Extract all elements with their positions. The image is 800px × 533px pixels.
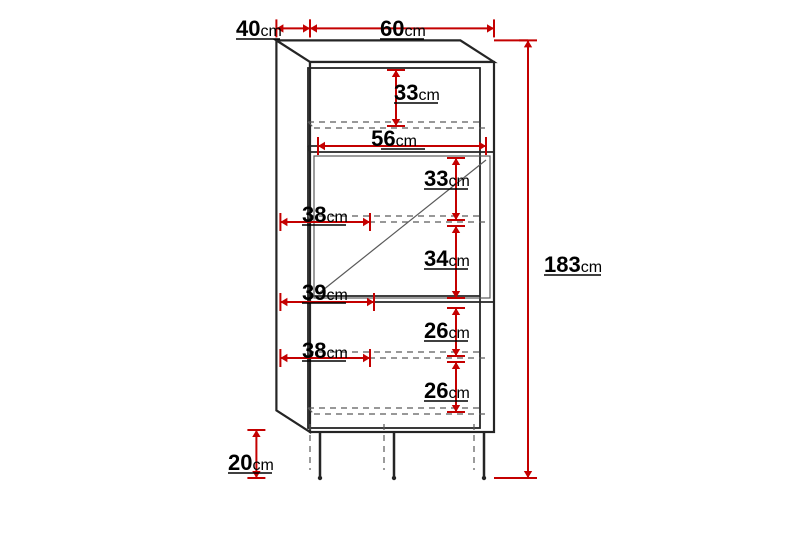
svg-text:20cm: 20cm [228,450,274,475]
svg-text:183cm: 183cm [544,252,602,277]
dim-depth: 40cm [236,16,282,41]
svg-text:60cm: 60cm [380,16,426,41]
dim-width: 60cm [380,16,426,41]
dim-leg-height: 20cm [228,450,274,475]
svg-text:40cm: 40cm [236,16,282,41]
dim-height: 183cm [544,252,602,277]
cabinet-front [310,62,494,432]
